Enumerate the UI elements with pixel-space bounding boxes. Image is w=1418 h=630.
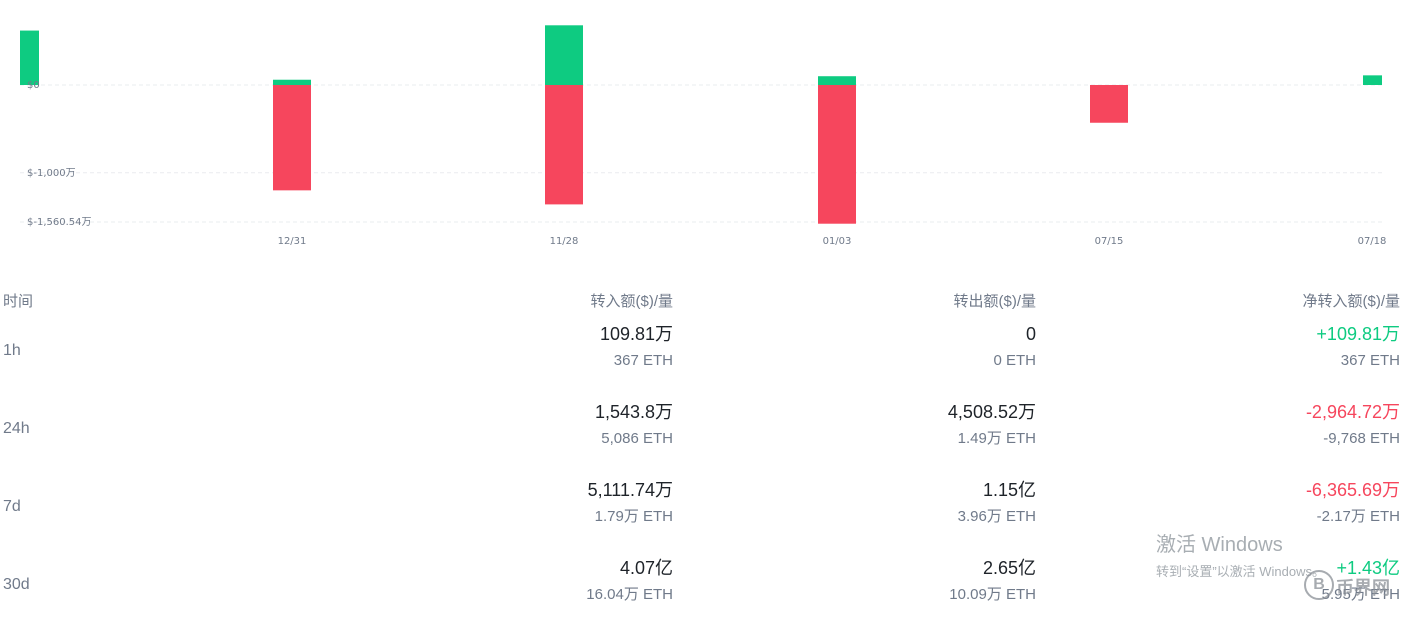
inflow-usd: 1,543.8万	[594, 402, 673, 422]
netflow-usd: -6,365.69万	[1305, 480, 1400, 500]
netflow-eth: -2.17万 ETH	[1316, 508, 1400, 525]
outflow-usd: 4,508.52万	[947, 402, 1036, 422]
inflow-bar[interactable]	[1363, 75, 1382, 85]
outflow-eth: 1.49万 ETH	[957, 430, 1036, 447]
inflow-bar[interactable]	[818, 76, 856, 85]
outflow-usd: 2.65亿	[982, 558, 1036, 578]
table-row: 7d 5,111.74万 1.79万 ETH 1.15亿 3.96万 ETH -…	[0, 474, 1418, 552]
outflow-eth: 10.09万 ETH	[949, 586, 1036, 603]
table-row: 30d 4.07亿 16.04万 ETH 2.65亿 10.09万 ETH +1…	[0, 552, 1418, 630]
watermark-subtitle: 转到“设置”以激活 Windows。	[1156, 564, 1326, 579]
inflow-cell: 1,543.8万 5,086 ETH	[595, 400, 673, 450]
outflow-eth: 3.96万 ETH	[957, 508, 1036, 525]
netflow-cell: -2,964.72万 -9,768 ETH	[1306, 400, 1400, 450]
header-time: 时间	[3, 293, 34, 310]
netflow-eth: 5.95万 ETH	[1321, 586, 1400, 603]
outflow-cell: 2.65亿 10.09万 ETH	[949, 556, 1036, 606]
netflow-cell: +1.43亿 5.95万 ETH	[1322, 556, 1400, 606]
windows-activation-watermark: 激活 Windows 转到“设置”以激活 Windows。	[1156, 528, 1325, 580]
x-tick-label: 01/03	[823, 236, 852, 247]
chart-bars	[20, 25, 1382, 224]
netflow-bar-chart: $0 $-1,000万 $-1,560.54万 12/31 11/28 01/03 07/…	[20, 25, 1387, 247]
y-axis-labels: $0 $-1,000万 $-1,560.54万	[27, 80, 92, 228]
inflow-eth: 1.79万 ETH	[594, 508, 673, 525]
inflow-usd: 5,111.74万	[587, 480, 673, 500]
outflow-usd: 0	[1025, 324, 1036, 344]
inflow-eth: 367 ETH	[613, 352, 673, 369]
site-logo: B 币界网	[1304, 566, 1414, 606]
header-netflow: 净转入额($)/量	[1302, 293, 1400, 310]
outflow-bar[interactable]	[1090, 85, 1128, 123]
netflow-usd: -2,964.72万	[1305, 402, 1400, 422]
netflow-usd: +109.81万	[1316, 324, 1400, 344]
table-row: 1h 109.81万 367 ETH 0 0 ETH +109.81万 367 …	[0, 318, 1418, 396]
inflow-usd: 4.07亿	[619, 558, 673, 578]
x-tick-label: 12/31	[278, 236, 307, 247]
x-tick-label: 07/15	[1095, 236, 1124, 247]
flow-table: 时间 转入额($)/量 转出额($)/量 净转入额($)/量 1h 109.81…	[0, 286, 1418, 630]
x-tick-label: 07/18	[1358, 236, 1387, 247]
inflow-eth: 5,086 ETH	[601, 430, 673, 447]
netflow-eth: -9,768 ETH	[1323, 430, 1400, 447]
outflow-bar[interactable]	[273, 85, 311, 191]
x-axis-labels: 12/31 11/28 01/03 07/15 07/18	[278, 236, 1387, 247]
inflow-cell: 4.07亿 16.04万 ETH	[586, 556, 673, 606]
row-period: 30d	[3, 576, 30, 593]
inflow-cell: 5,111.74万 1.79万 ETH	[588, 478, 673, 528]
outflow-usd: 1.15亿	[982, 480, 1036, 500]
logo-icon: B	[1304, 570, 1334, 600]
watermark-title: 激活 Windows	[1156, 534, 1283, 556]
logo-text: 币界网	[1336, 578, 1390, 598]
y-tick-label: $-1,000万	[27, 168, 76, 179]
table-row: 24h 1,543.8万 5,086 ETH 4,508.52万 1.49万 E…	[0, 396, 1418, 474]
header-inflow: 转入额($)/量	[590, 293, 673, 310]
table-header: 时间 转入额($)/量 转出额($)/量 净转入额($)/量	[0, 286, 1418, 318]
row-period: 1h	[3, 342, 21, 359]
outflow-bar[interactable]	[818, 85, 856, 224]
inflow-cell: 109.81万 367 ETH	[600, 322, 673, 372]
x-tick-label: 11/28	[550, 236, 579, 247]
y-tick-label: $-1,560.54万	[27, 217, 92, 228]
row-period: 7d	[3, 498, 21, 515]
outflow-eth: 0 ETH	[993, 352, 1036, 369]
outflow-cell: 4,508.52万 1.49万 ETH	[948, 400, 1036, 450]
outflow-bar[interactable]	[545, 85, 583, 205]
inflow-eth: 16.04万 ETH	[586, 586, 673, 603]
y-tick-label: $0	[27, 80, 40, 91]
inflow-bar[interactable]	[545, 25, 583, 85]
inflow-bar[interactable]	[273, 79, 311, 85]
inflow-usd: 109.81万	[599, 324, 673, 344]
outflow-cell: 1.15亿 3.96万 ETH	[958, 478, 1036, 528]
netflow-cell: +109.81万 367 ETH	[1316, 322, 1400, 372]
row-period: 24h	[3, 420, 30, 437]
netflow-cell: -6,365.69万 -2.17万 ETH	[1306, 478, 1400, 528]
header-outflow: 转出额($)/量	[953, 293, 1036, 310]
chart-gridlines	[20, 84, 1382, 223]
netflow-usd: +1.43亿	[1336, 558, 1400, 578]
inflow-bar[interactable]	[20, 30, 39, 86]
outflow-cell: 0 0 ETH	[993, 322, 1036, 372]
netflow-eth: 367 ETH	[1340, 352, 1400, 369]
